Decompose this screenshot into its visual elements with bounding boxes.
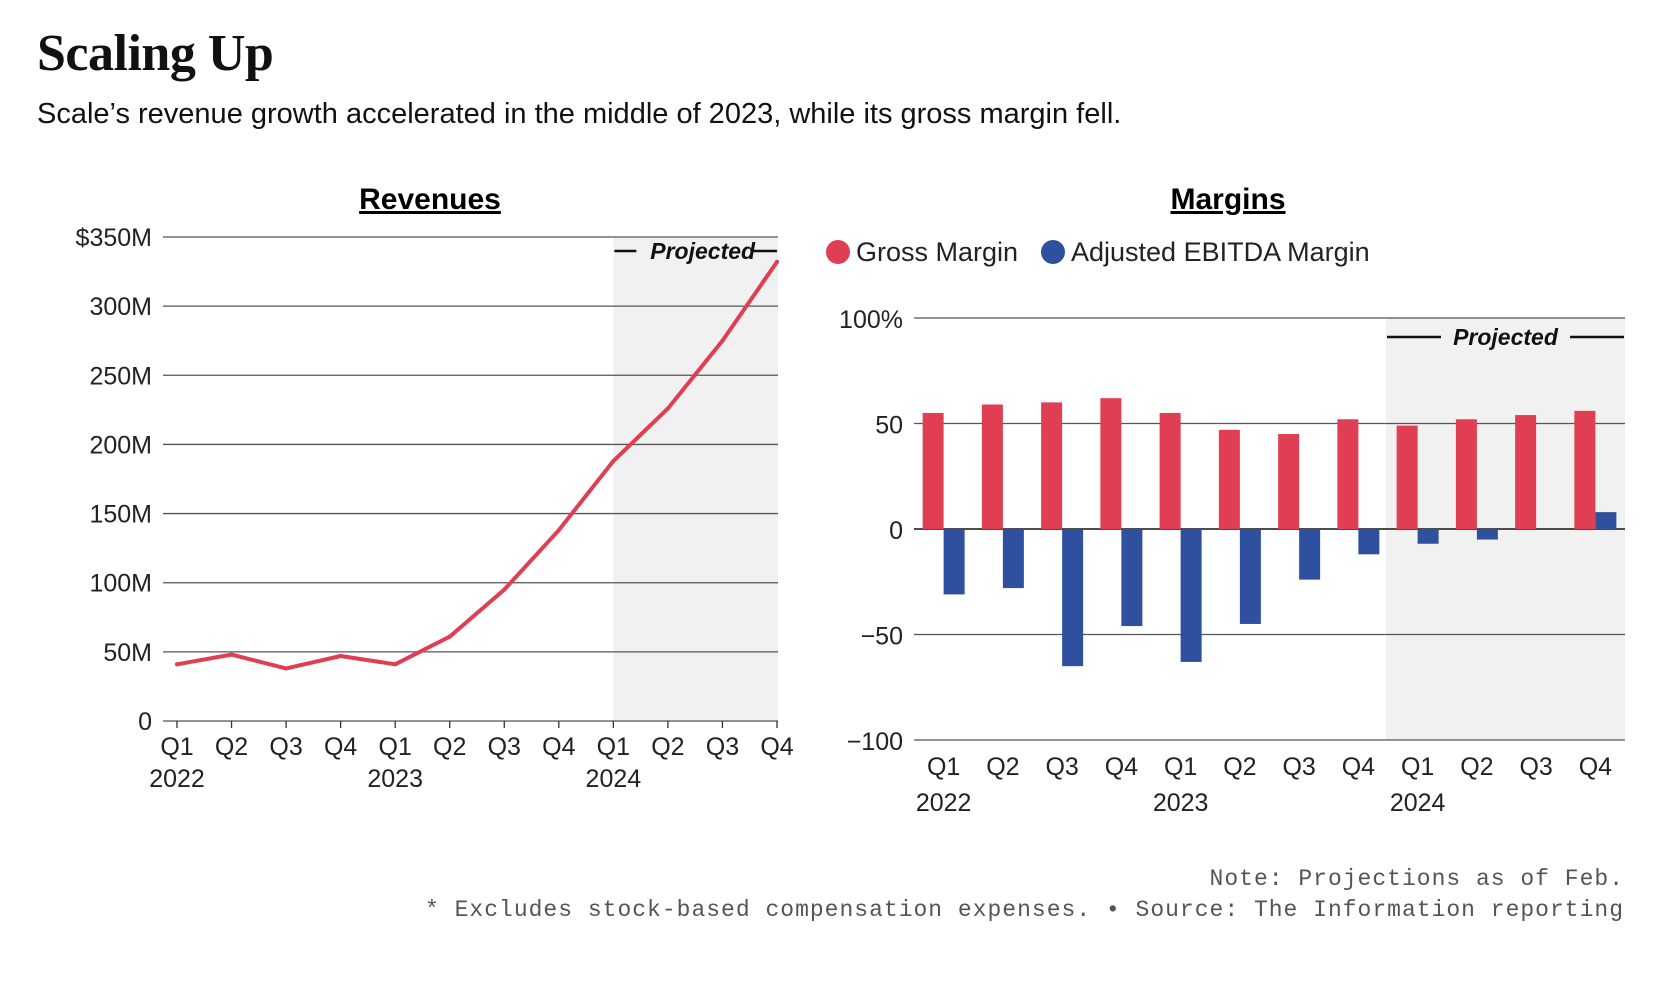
revenue-point (720, 338, 725, 343)
x-tick-label: Q1 (379, 733, 412, 761)
projection-note: Note: Projections as of Feb. (1209, 866, 1624, 892)
ebitda-margin-bar (943, 529, 965, 595)
ebitda-margin-bar (1595, 512, 1617, 529)
x-tick-label: Q2 (1223, 753, 1256, 781)
gross-margin-bar (1515, 415, 1537, 529)
gross-margin-bar (1574, 410, 1596, 529)
legend-ebitda-margin-label: Adjusted EBITDA Margin (1071, 237, 1370, 267)
y-tick-label: 300M (89, 293, 152, 321)
x-tick-label: Q4 (542, 733, 575, 761)
ebitda-margin-bar (1002, 529, 1024, 589)
y-tick-label: 200M (89, 431, 152, 459)
revenue-point (338, 654, 343, 659)
x-tick-label: Q1 (1401, 753, 1434, 781)
legend-gross-margin-label: Gross Margin (856, 237, 1018, 267)
ebitda-margin-bar (1239, 529, 1261, 624)
margins-chart-title: Margins (1170, 183, 1285, 216)
gross-margin-bar (1159, 412, 1181, 529)
revenue-point (175, 662, 179, 667)
gross-margin-bar (1041, 402, 1063, 529)
gross-margin-bar (981, 404, 1003, 529)
y-tick-label: −100 (847, 728, 903, 756)
x-tick-label: Q3 (706, 733, 739, 761)
gross-margin-bar (1100, 398, 1122, 529)
x-tick-label: Q3 (269, 733, 302, 761)
projected-region (613, 237, 778, 721)
projected-label: Projected (650, 238, 756, 264)
x-tick-label: Q2 (215, 733, 248, 761)
ebitda-margin-bar (1476, 529, 1498, 540)
revenues-chart-title: Revenues (359, 183, 501, 216)
x-tick-label: Q4 (760, 733, 793, 761)
revenue-point (556, 528, 561, 533)
y-tick-label: 0 (138, 708, 152, 736)
gross-margin-bar (1278, 434, 1300, 529)
gross-margin-bar (922, 412, 944, 529)
ebitda-margin-bar (1358, 529, 1380, 555)
x-year-label: 2024 (586, 765, 642, 793)
gross-margin-bar (1455, 419, 1477, 529)
x-year-label: 2023 (1153, 789, 1209, 817)
ebitda-margin-bar (1417, 529, 1439, 544)
revenue-point (229, 652, 234, 657)
y-tick-label: 250M (89, 362, 152, 390)
x-tick-label: Q4 (1105, 753, 1138, 781)
legend-gross-margin-swatch (826, 240, 850, 264)
ebitda-margin-bar (1121, 529, 1143, 627)
x-year-label: 2022 (149, 765, 205, 793)
y-tick-label: $350M (76, 224, 152, 252)
gross-margin-bar (1396, 425, 1418, 529)
revenue-point (393, 662, 398, 667)
gross-margin-bar (1337, 419, 1359, 529)
x-tick-label: Q2 (433, 733, 466, 761)
margins-chart: −100 −50 0 50 100% Q1 2022 Q2 Q3 Q4 Q1 2023 Q2 Q3 Q4 Q1… (826, 237, 1625, 817)
revenue-point (502, 587, 507, 592)
y-tick-label: 100% (839, 306, 903, 334)
x-tick-label: Q2 (651, 733, 684, 761)
x-year-label: 2024 (1390, 789, 1446, 817)
source-footnote: * Excludes stock-based compensation expe… (425, 897, 1624, 923)
projected-label: Projected (1453, 324, 1559, 350)
revenue-point (611, 459, 616, 464)
page-subtitle: Scale’s revenue growth accelerated in th… (37, 98, 1122, 130)
x-tick-label: Q1 (927, 753, 960, 781)
x-tick-label: Q1 (1164, 753, 1197, 781)
revenue-line (175, 259, 779, 671)
revenue-point (775, 259, 779, 264)
legend-ebitda-margin-swatch (1041, 240, 1065, 264)
x-tick-label: Q2 (1460, 753, 1493, 781)
x-year-label: 2022 (916, 789, 972, 817)
x-tick-label: Q3 (1282, 753, 1315, 781)
x-tick-label: Q3 (1519, 753, 1552, 781)
gross-margin-bar (1218, 429, 1240, 529)
ebitda-margin-bar (1062, 529, 1084, 667)
y-tick-label: 50M (103, 639, 152, 667)
revenue-point (665, 406, 670, 411)
x-tick-label: Q4 (324, 733, 357, 761)
revenue-point (447, 634, 452, 639)
y-tick-label: 0 (889, 517, 903, 545)
y-tick-label: 150M (89, 501, 152, 529)
y-tick-label: 100M (89, 570, 152, 598)
revenue-point (284, 666, 289, 671)
revenues-chart: 0 50M 100M 150M 200M 250M 300M $350M Q1 2022 Q2 Q3 Q… (76, 224, 794, 793)
y-tick-label: −50 (861, 623, 903, 651)
x-tick-label: Q1 (597, 733, 630, 761)
x-year-label: 2023 (367, 765, 423, 793)
y-tick-label: 50 (875, 412, 903, 440)
x-tick-label: Q2 (986, 753, 1019, 781)
ebitda-margin-bar (1180, 529, 1202, 662)
x-tick-label: Q1 (160, 733, 193, 761)
x-tick-label: Q4 (1579, 753, 1612, 781)
x-tick-label: Q3 (488, 733, 521, 761)
x-tick-label: Q3 (1045, 753, 1078, 781)
ebitda-margin-bar (1299, 529, 1321, 580)
x-tick-label: Q4 (1342, 753, 1375, 781)
page-title: Scaling Up (37, 25, 274, 82)
